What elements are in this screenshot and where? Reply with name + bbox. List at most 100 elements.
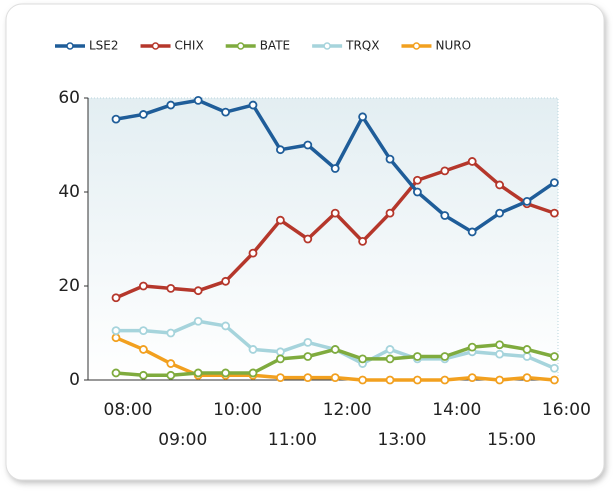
x-tick-label: 12:00 [323, 400, 372, 420]
point [495, 375, 505, 385]
x-tick-label: 14:00 [432, 400, 481, 420]
legend-marker [66, 42, 74, 50]
point [550, 178, 559, 188]
point [303, 337, 313, 347]
point [248, 345, 258, 354]
point [385, 208, 395, 218]
point [385, 154, 395, 164]
x-tick-label: 13:00 [378, 430, 427, 450]
point [111, 293, 121, 303]
point [221, 107, 231, 117]
point [358, 375, 368, 385]
point [166, 328, 176, 338]
point [440, 352, 450, 361]
point [412, 352, 422, 361]
legend-marker [151, 42, 160, 50]
point [138, 110, 148, 119]
y-tick-label: 60 [58, 88, 80, 108]
y-tick-label: 20 [58, 276, 80, 296]
point [467, 373, 477, 383]
y-tick-label: 40 [58, 182, 80, 202]
point [221, 368, 231, 378]
point [522, 352, 532, 361]
point [248, 100, 258, 110]
point [111, 326, 121, 336]
point [138, 370, 148, 380]
point [138, 281, 148, 291]
point [440, 375, 450, 385]
point [522, 345, 532, 354]
legend-marker [236, 42, 245, 50]
point [303, 352, 313, 361]
point [495, 208, 505, 218]
point [248, 368, 258, 378]
point [221, 321, 231, 331]
point [248, 248, 258, 258]
point [275, 354, 285, 364]
point [385, 354, 395, 364]
x-tick-label: 11:00 [268, 430, 317, 450]
legend-label: BATE [260, 39, 290, 53]
x-tick-label: 15:00 [487, 430, 536, 450]
point [385, 375, 395, 385]
point [111, 333, 121, 343]
x-tick-label: 10:00 [213, 400, 262, 420]
point [358, 236, 368, 246]
legend-label: NURO [435, 39, 471, 53]
point [330, 345, 340, 354]
legend-label: CHIX [175, 39, 204, 53]
point [550, 352, 559, 361]
point [166, 370, 176, 380]
point [440, 211, 450, 220]
legend-label: LSE2 [89, 39, 119, 53]
point [467, 227, 477, 237]
point [358, 112, 368, 122]
legend-marker [323, 42, 331, 50]
point [522, 196, 532, 206]
point [166, 283, 176, 293]
x-tick-label: 09:00 [158, 430, 207, 450]
point [467, 157, 477, 166]
point [138, 326, 148, 336]
point [550, 375, 559, 385]
x-tick-label: 16:00 [542, 400, 591, 420]
point [111, 114, 121, 124]
point [550, 208, 559, 218]
point [467, 342, 477, 352]
point [303, 140, 313, 150]
point [358, 354, 368, 364]
point [275, 145, 285, 155]
point [330, 208, 340, 218]
point [275, 373, 285, 383]
point [303, 234, 313, 244]
point [166, 359, 176, 368]
point [412, 187, 422, 197]
point [193, 286, 203, 296]
plot-area [87, 97, 559, 381]
point [385, 345, 395, 354]
point [495, 180, 505, 190]
point [275, 347, 285, 357]
point [275, 215, 285, 225]
legend-marker [412, 42, 421, 50]
point [412, 375, 422, 385]
point [330, 373, 340, 383]
point [412, 175, 422, 185]
point [330, 164, 340, 173]
point [138, 345, 148, 354]
point [440, 166, 450, 176]
point [495, 349, 505, 359]
point [303, 373, 313, 383]
point [111, 368, 121, 378]
y-tick-label: 0 [69, 370, 80, 390]
point [495, 340, 505, 350]
legend-label: TRQX [345, 39, 379, 53]
point [193, 368, 203, 378]
point [166, 100, 176, 110]
point [193, 95, 203, 105]
point [221, 276, 231, 286]
point [522, 373, 532, 383]
x-tick-label: 08:00 [104, 400, 153, 420]
point [550, 363, 559, 373]
